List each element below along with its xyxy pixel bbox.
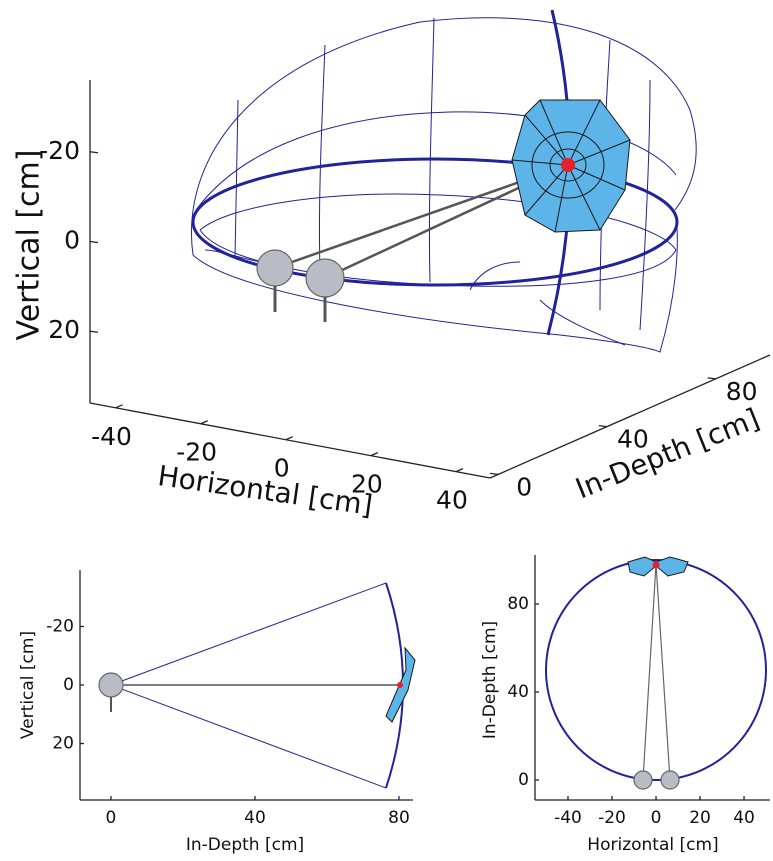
x-tick-label: 40 <box>436 486 468 515</box>
x-tick-label: 0 <box>274 454 290 483</box>
x-tick-label: 0 <box>651 808 662 828</box>
tick-mark <box>455 468 464 473</box>
tick-mark <box>285 436 294 441</box>
x-tick-label: -20 <box>598 808 626 828</box>
x-axis-title: In-Depth [cm] <box>186 835 304 855</box>
x-tick-label: -40 <box>91 422 132 451</box>
x-tick-label: 40 <box>244 808 266 828</box>
x-tick-label: 80 <box>388 808 410 828</box>
tick-mark <box>200 420 208 425</box>
y-tick-label: 80 <box>726 377 758 406</box>
y-tick-label: 20 <box>52 734 74 754</box>
y-tick-label: 80 <box>507 594 529 614</box>
x-tick-label: 0 <box>106 808 117 828</box>
y-tick-label: 40 <box>507 682 529 702</box>
top-view-shapes <box>545 556 767 790</box>
y-axis-title: Vertical [cm] <box>18 631 38 739</box>
y-tick-label: 0 <box>63 675 74 695</box>
z-axis-title: Vertical [cm] <box>12 150 47 341</box>
x-tick-label: 20 <box>351 470 383 499</box>
x-axis-title: Horizontal [cm] <box>587 835 718 855</box>
x-tick-label: -20 <box>176 438 217 467</box>
tick-mark <box>89 151 99 154</box>
tick-mark <box>115 404 123 409</box>
z-tick-label: 0 <box>64 226 80 255</box>
y-tick-label: 40 <box>617 425 649 454</box>
x-tick-label: 40 <box>733 808 755 828</box>
tick-mark <box>370 452 379 457</box>
z-tick-label: 20 <box>48 315 80 344</box>
y-tick-label: 0 <box>516 472 532 501</box>
tick-mark <box>707 377 716 380</box>
axis-line <box>489 354 771 479</box>
tick-mark <box>598 425 607 428</box>
y-axis-title: In-Depth [cm] <box>571 402 764 506</box>
axis-line <box>89 402 491 479</box>
y-tick-label: 0 <box>518 770 529 790</box>
y-tick-label: -20 <box>46 616 74 636</box>
side-view-shapes <box>98 582 416 789</box>
tick-mark <box>89 240 99 244</box>
y-axis-title: In-Depth [cm] <box>480 621 500 739</box>
x-tick-label: -40 <box>554 808 582 828</box>
x-axis-title: Horizontal [cm] <box>156 459 375 522</box>
tick-mark <box>89 330 99 333</box>
z-tick-label: -20 <box>39 136 80 165</box>
x-tick-label: 20 <box>689 808 711 828</box>
wireframe-3d <box>191 9 697 353</box>
tick-mark <box>490 472 499 476</box>
